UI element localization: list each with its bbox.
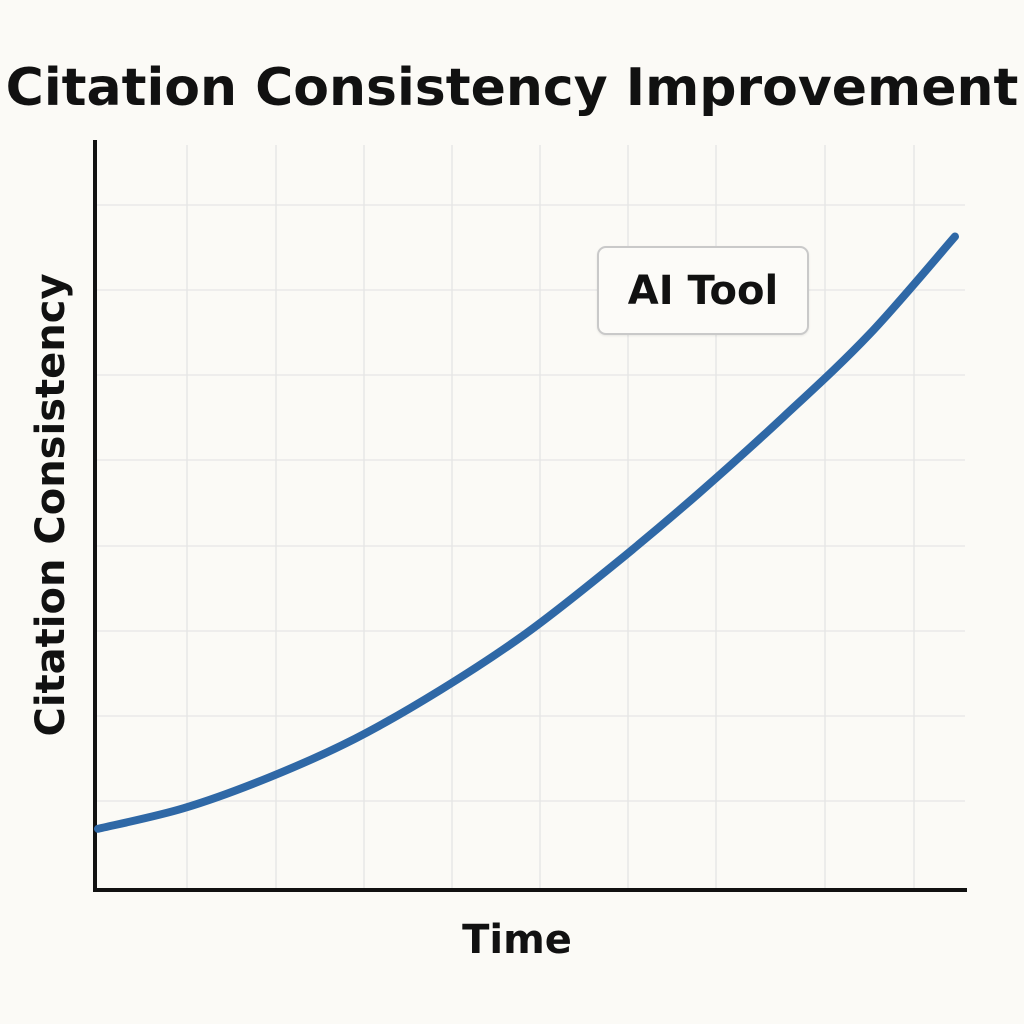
x-axis-label: Time <box>462 917 572 963</box>
legend-item-label: AI Tool <box>627 267 779 314</box>
chart-title: Citation Consistency Improvement <box>5 58 1019 118</box>
series-line-ai-tool <box>94 232 959 833</box>
series-layer <box>94 232 959 833</box>
axes-layer <box>93 140 967 892</box>
legend-box: AI Tool <box>597 246 809 335</box>
grid-layer <box>95 145 965 890</box>
